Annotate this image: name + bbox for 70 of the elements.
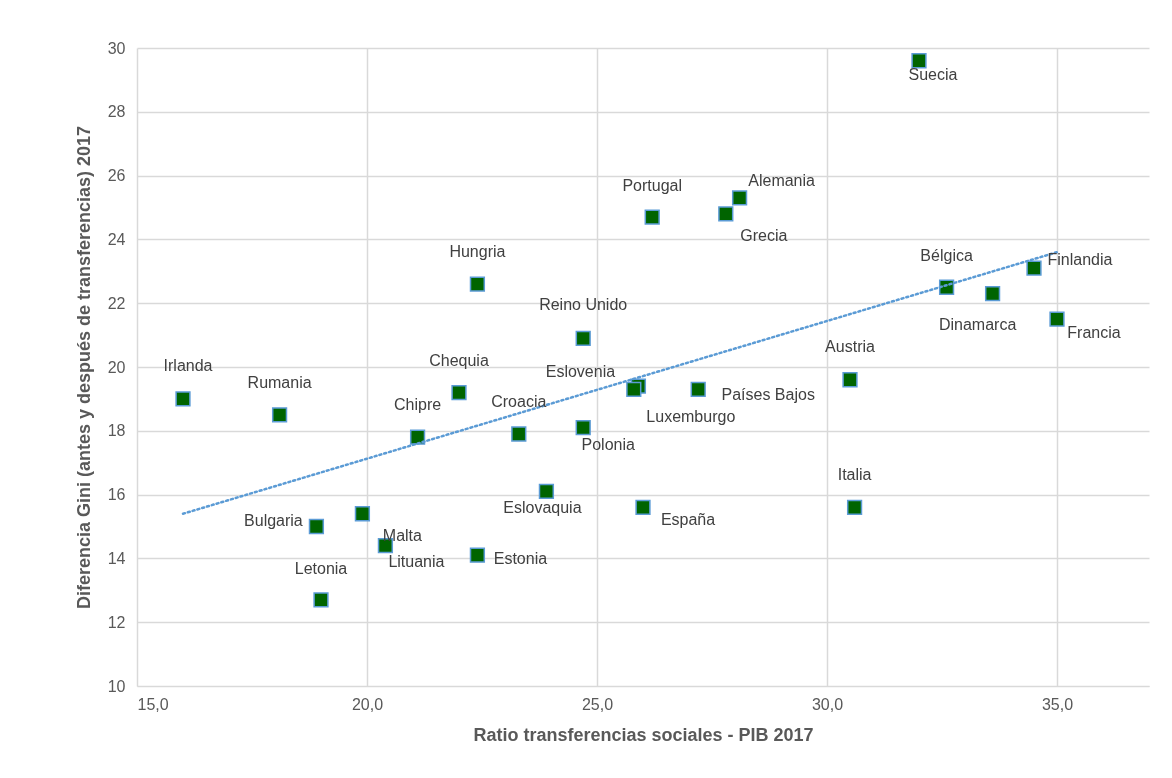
y-tick-label: 22: [107, 294, 126, 312]
annotation: Chequia: [429, 351, 489, 369]
point: [469, 276, 486, 292]
point: [718, 206, 734, 222]
point: [635, 499, 651, 515]
point: [626, 381, 642, 397]
point: [308, 518, 325, 535]
annotation: Países Bajos: [721, 386, 815, 404]
x-tick-label: 25,0: [581, 695, 614, 713]
annotation: Polonia: [581, 435, 635, 453]
annotation: Chipre: [394, 396, 442, 414]
point: [354, 506, 371, 522]
point: [575, 330, 591, 346]
y-tick-label: 10: [107, 677, 126, 695]
annotation: Luxemburgo: [646, 408, 736, 426]
annotation: Letonia: [294, 559, 348, 577]
y-tick-label: 20: [107, 358, 126, 376]
annotation: Malta: [382, 526, 423, 544]
point: [575, 419, 591, 436]
point: [984, 285, 1001, 302]
y-axis-title: Diferencia Gini (antes y después de transferencias) 2017: [73, 125, 94, 610]
point: [1049, 311, 1065, 327]
annotation: Finlandia: [1047, 251, 1113, 269]
annotation: Grecia: [740, 226, 788, 244]
y-tick-label: 18: [107, 422, 126, 440]
point: [271, 407, 288, 423]
point: [538, 483, 555, 500]
point: [175, 391, 191, 407]
y-tick-label: 26: [107, 167, 126, 185]
annotation: Dinamarca: [938, 315, 1017, 333]
annotation: Rumania: [247, 373, 312, 391]
y-tick-label: 24: [107, 230, 126, 248]
annotation: Bélgica: [920, 247, 973, 265]
y-tick-label: 16: [107, 486, 126, 504]
y-tick-label: 12: [107, 613, 126, 631]
annotation: Lituania: [388, 552, 445, 570]
point: [690, 381, 706, 397]
annotation: Reino Unido: [539, 296, 628, 314]
annotation: Irlanda: [163, 356, 213, 374]
annotation: Bulgaria: [244, 511, 303, 529]
annotation: Portugal: [622, 177, 682, 195]
annotation: Austria: [825, 337, 875, 355]
point: [469, 547, 486, 563]
point: [313, 592, 329, 608]
annotation: Croacia: [491, 392, 547, 410]
point: [911, 53, 927, 69]
annotation: Estonia: [493, 550, 548, 568]
point: [644, 209, 660, 225]
x-tick-label: 35,0: [1041, 695, 1074, 713]
y-tick-label: 30: [107, 39, 126, 57]
x-tick-label: 20,0: [351, 695, 384, 713]
annotation: Eslovaquia: [503, 499, 582, 517]
x-tick-label: 30,0: [811, 695, 844, 713]
annotation: Eslovenia: [545, 363, 616, 381]
annotation: Hungria: [449, 243, 506, 261]
annotation: Italia: [837, 466, 872, 484]
annotation: España: [660, 511, 716, 529]
point: [1026, 260, 1042, 276]
point: [846, 499, 863, 515]
y-tick-label: 28: [107, 103, 126, 121]
annotation: Alemania: [748, 171, 816, 189]
x-tick-label: 15,0: [137, 695, 169, 713]
annotation: Suecia: [908, 65, 958, 83]
annotation: Francia: [1067, 324, 1121, 342]
point: [451, 384, 467, 401]
point: [731, 190, 748, 206]
point: [842, 372, 858, 388]
x-axis-title: Ratio transferencias sociales - PIB 2017: [473, 724, 814, 745]
point: [511, 426, 527, 442]
y-tick-label: 14: [107, 549, 126, 567]
